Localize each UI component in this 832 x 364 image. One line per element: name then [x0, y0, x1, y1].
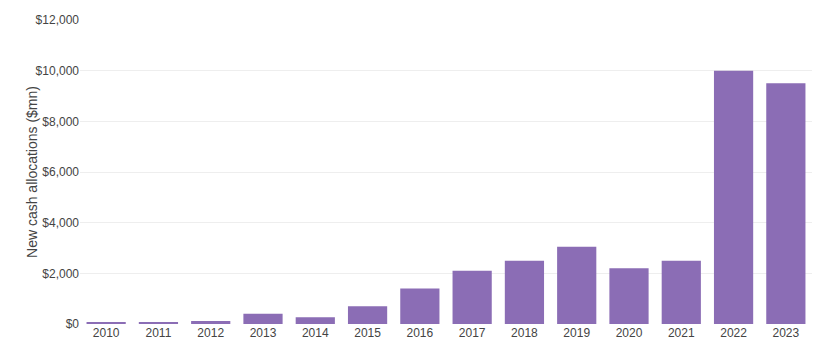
svg-text:2021: 2021 [668, 326, 695, 340]
svg-text:$6,000: $6,000 [42, 165, 79, 179]
svg-text:2011: 2011 [146, 326, 172, 340]
svg-text:$8,000: $8,000 [42, 115, 79, 129]
svg-text:2019: 2019 [563, 326, 590, 340]
svg-text:2014: 2014 [302, 326, 329, 340]
svg-text:$0: $0 [66, 317, 80, 331]
svg-text:2020: 2020 [616, 326, 643, 340]
svg-text:2012: 2012 [197, 326, 224, 340]
svg-text:2016: 2016 [407, 326, 434, 340]
svg-text:2022: 2022 [720, 326, 747, 340]
svg-text:$4,000: $4,000 [42, 216, 79, 230]
svg-text:2023: 2023 [773, 326, 800, 340]
svg-text:New cash allocations ($mn): New cash allocations ($mn) [24, 86, 40, 258]
svg-text:2013: 2013 [250, 326, 277, 340]
svg-text:2018: 2018 [511, 326, 538, 340]
svg-text:$2,000: $2,000 [42, 267, 79, 281]
svg-text:2015: 2015 [354, 326, 381, 340]
svg-text:2017: 2017 [459, 326, 486, 340]
svg-text:2010: 2010 [93, 326, 120, 340]
svg-text:$10,000: $10,000 [36, 64, 80, 78]
svg-text:$12,000: $12,000 [36, 13, 80, 27]
